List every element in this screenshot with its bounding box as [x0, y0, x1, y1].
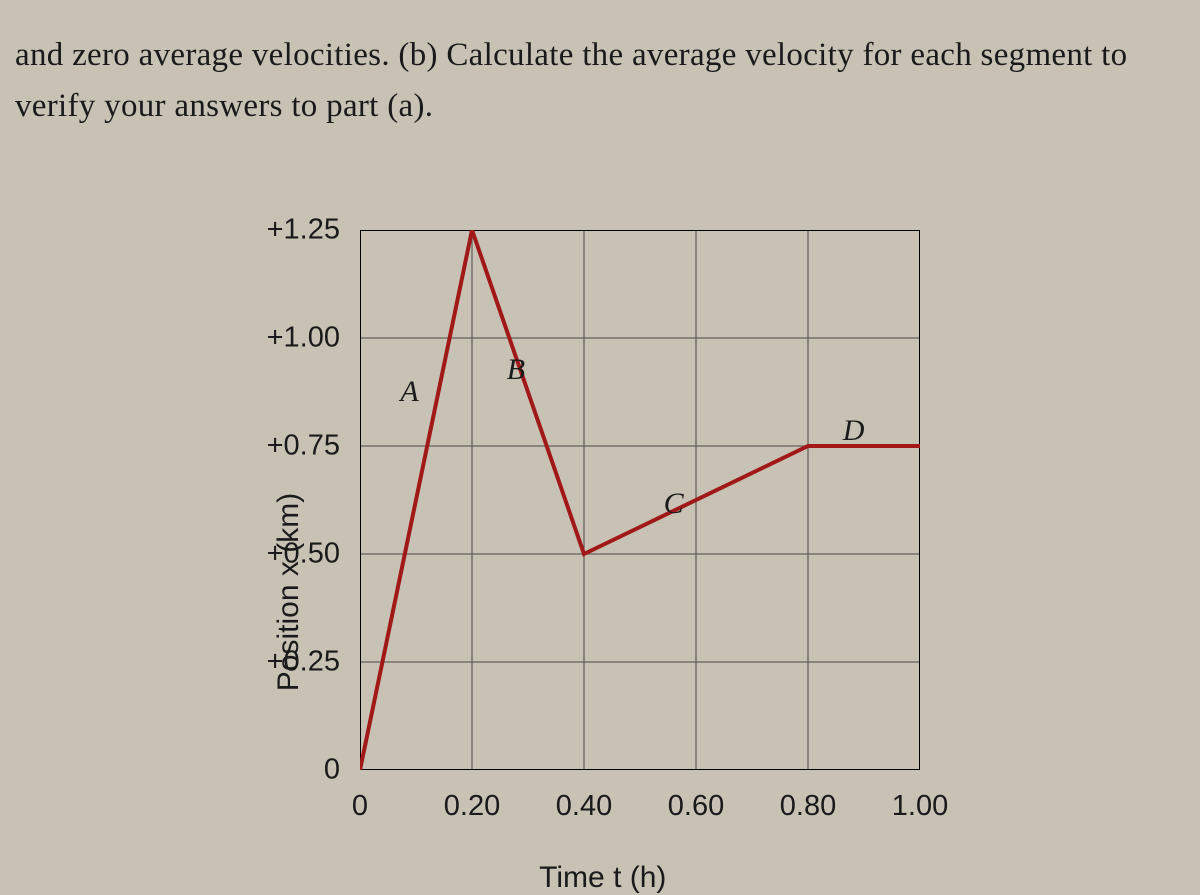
- segment-label-a: A: [400, 375, 418, 409]
- ytick-label: +0.25: [267, 646, 340, 679]
- xtick-label: 0.60: [668, 790, 724, 823]
- xtick-label: 0.20: [444, 790, 500, 823]
- xtick-label: 1.00: [892, 790, 948, 823]
- xtick-label: 0: [352, 790, 368, 823]
- ytick-label: 0: [324, 754, 340, 787]
- xtick-label: 0.40: [556, 790, 612, 823]
- problem-text: and zero average velocities. (b) Calcula…: [15, 30, 1180, 132]
- plot-area: +1.25+1.00+0.75+0.50+0.25000.200.400.600…: [360, 230, 920, 770]
- ytick-label: +1.25: [267, 214, 340, 247]
- segment-label-d: D: [843, 414, 865, 448]
- ytick-label: +0.75: [267, 430, 340, 463]
- ytick-label: +0.50: [267, 538, 340, 571]
- segment-label-c: C: [664, 487, 684, 521]
- ytick-label: +1.00: [267, 322, 340, 355]
- x-axis-label: Time t (h): [539, 861, 666, 895]
- position-time-chart: Position x (km) Time t (h) +1.25+1.00+0.…: [200, 210, 960, 880]
- segment-label-b: B: [507, 353, 525, 387]
- xtick-label: 0.80: [780, 790, 836, 823]
- chart-svg: [360, 230, 920, 770]
